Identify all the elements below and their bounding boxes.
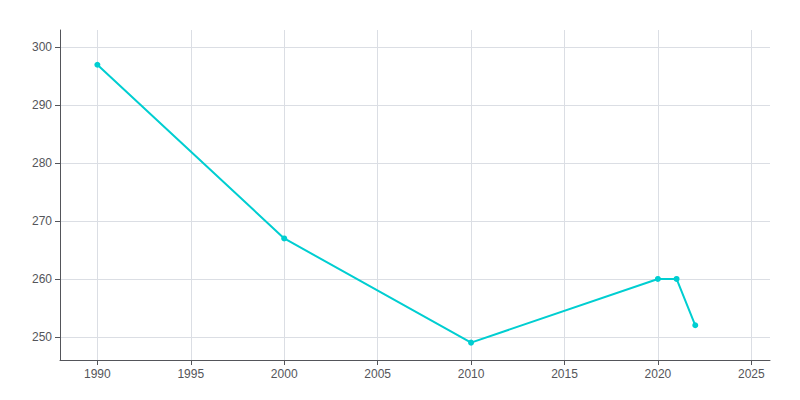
svg-text:1990: 1990 (84, 367, 111, 381)
svg-text:270: 270 (32, 214, 52, 228)
svg-text:260: 260 (32, 272, 52, 286)
svg-text:2005: 2005 (364, 367, 391, 381)
svg-text:2020: 2020 (645, 367, 672, 381)
svg-text:2025: 2025 (738, 367, 765, 381)
svg-text:300: 300 (32, 40, 52, 54)
svg-text:1995: 1995 (177, 367, 204, 381)
svg-text:2000: 2000 (271, 367, 298, 381)
svg-text:2015: 2015 (551, 367, 578, 381)
svg-text:290: 290 (32, 98, 52, 112)
svg-text:2010: 2010 (458, 367, 485, 381)
svg-text:250: 250 (32, 330, 52, 344)
svg-text:280: 280 (32, 156, 52, 170)
